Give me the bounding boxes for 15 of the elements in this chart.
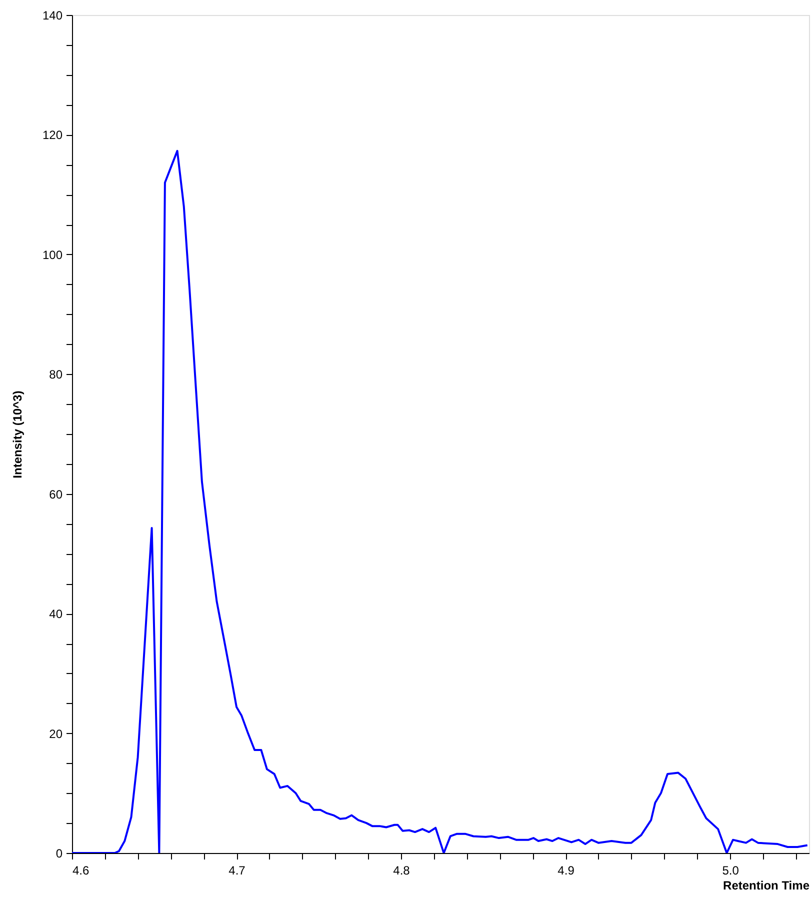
y-tick-label: 140 <box>42 8 63 22</box>
x-tick-label: 4.7 <box>228 864 246 878</box>
y-axis-title: Intensity (10^3) <box>10 390 24 478</box>
x-tick-label: 4.8 <box>393 864 410 878</box>
y-tick-label: 40 <box>49 607 63 622</box>
x-tick-label: 5.0 <box>722 864 740 878</box>
x-axis-title: Retention Time <box>723 878 810 892</box>
y-tick-label: 60 <box>49 487 63 502</box>
y-tick-label: 80 <box>49 368 63 382</box>
x-tick-label: 4.9 <box>558 864 575 878</box>
y-tick-label: 0 <box>56 846 63 860</box>
y-tick-label: 120 <box>42 128 63 142</box>
y-tick-label: 100 <box>42 248 63 262</box>
x-tick-label: 4.6 <box>72 864 90 878</box>
y-tick-label: 20 <box>49 726 63 741</box>
